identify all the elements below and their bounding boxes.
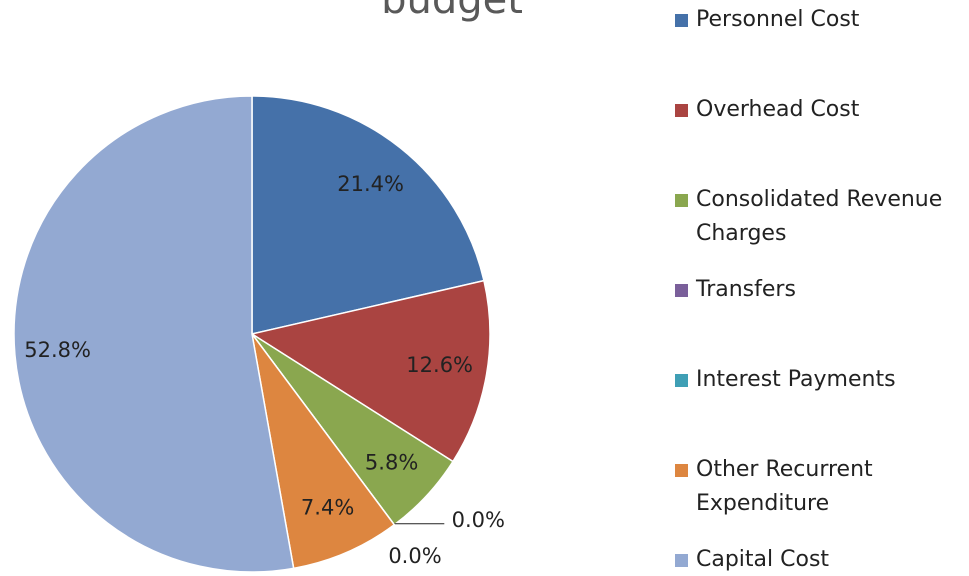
data-label: 0.0%: [388, 544, 441, 568]
legend-swatch: [675, 284, 688, 297]
chart-title: budget: [381, 0, 523, 23]
pie-slice: [251, 95, 485, 335]
legend-swatch: [675, 14, 688, 27]
legend-label: Interest Payments: [696, 367, 896, 392]
legend-item: Interest Payments: [672, 363, 962, 397]
legend-swatch: [675, 194, 688, 207]
legend-item: Other Recurrent Expenditure: [672, 453, 962, 521]
data-label: 0.0%: [452, 508, 505, 532]
legend-item: Overhead Cost: [672, 93, 962, 127]
legend-item: Capital Cost: [672, 543, 962, 576]
data-label: 12.6%: [406, 353, 473, 377]
legend-label: Other Recurrent Expenditure: [696, 457, 873, 516]
pie-slice: [251, 333, 396, 570]
data-label: 7.4%: [301, 496, 354, 520]
legend-label: Overhead Cost: [696, 97, 860, 122]
legend-label: Personnel Cost: [696, 7, 860, 32]
legend-label: Transfers: [696, 277, 796, 302]
legend-item: Consolidated Revenue Charges: [672, 183, 962, 251]
legend-swatch: [675, 104, 688, 117]
legend-swatch: [675, 554, 688, 567]
legend-swatch: [675, 464, 688, 477]
legend-swatch: [675, 374, 688, 387]
data-label: 52.8%: [24, 338, 91, 362]
legend-item: Transfers: [672, 273, 962, 307]
pie-slice: [250, 279, 491, 463]
data-label: 5.8%: [365, 450, 418, 474]
legend-label: Capital Cost: [696, 547, 830, 572]
legend-label: Consolidated Revenue Charges: [696, 187, 943, 246]
data-label: 21.4%: [337, 172, 404, 196]
pie-slice: [13, 95, 295, 573]
legend-item: Personnel Cost: [672, 3, 962, 37]
